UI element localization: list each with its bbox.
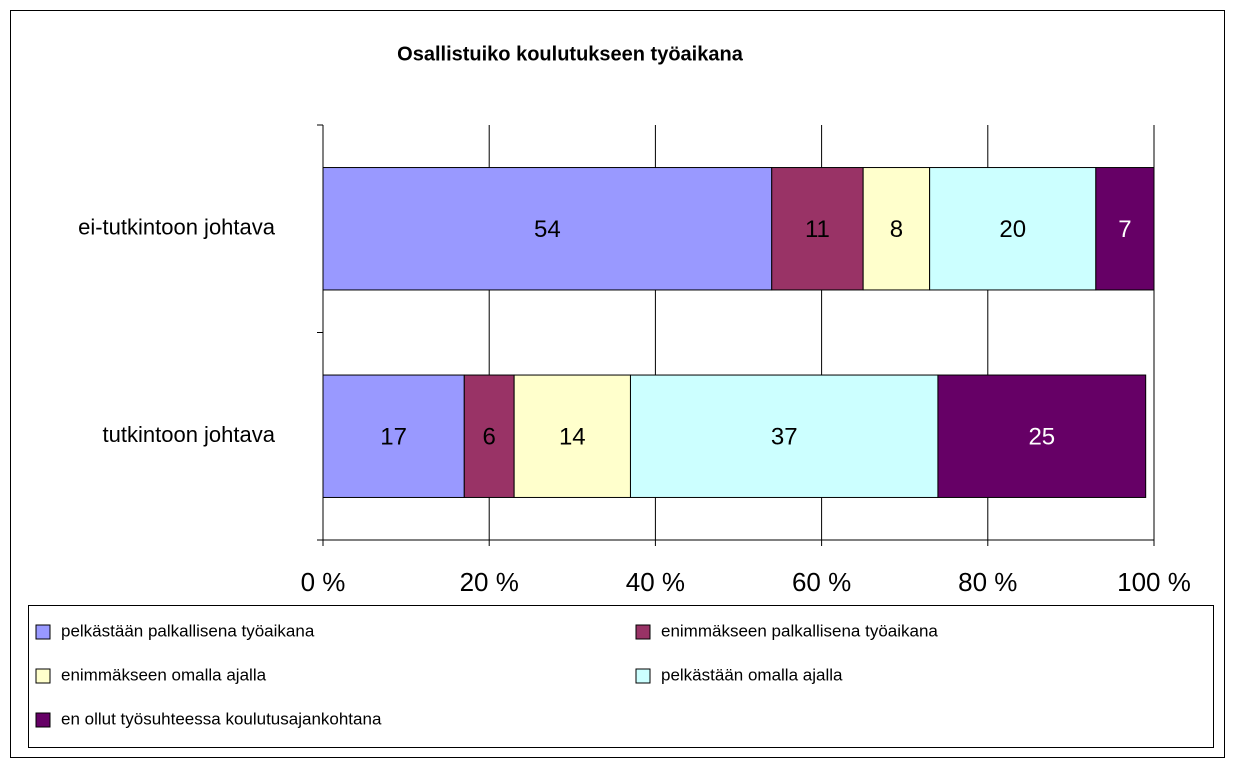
legend-swatch (635, 668, 651, 684)
legend-swatch (35, 668, 51, 684)
legend-swatch (635, 624, 651, 640)
bar-segment (322, 167, 773, 291)
data-label: 7 (1118, 216, 1131, 243)
data-label: 8 (890, 216, 903, 243)
x-tick-label: 40 % (626, 567, 685, 597)
data-label: 25 (1028, 424, 1055, 451)
y-tick-label: tutkintoon johtava (103, 422, 276, 447)
data-label: 6 (483, 424, 496, 451)
bar-segment (629, 374, 939, 498)
bar-segment (513, 374, 631, 498)
bar-segment (862, 167, 931, 291)
data-label: 54 (534, 216, 561, 243)
y-tick-label: ei-tutkintoon johtava (78, 215, 276, 240)
data-label: 11 (805, 216, 830, 243)
legend-box (28, 605, 1214, 748)
bar-segment (771, 167, 864, 291)
bar-segment (322, 374, 465, 498)
bar-segment (929, 167, 1097, 291)
chart-title: Osallistuiko koulutukseen työaikana (397, 43, 744, 65)
data-label: 17 (380, 424, 407, 451)
data-label: 14 (559, 424, 586, 451)
bar-segment (463, 374, 515, 498)
x-tick-label: 100 % (1117, 567, 1191, 597)
data-label: 20 (999, 216, 1026, 243)
legend-label: pelkästään palkallisena työaikana (61, 621, 315, 640)
legend-label: en ollut työsuhteessa koulutusajankohtan… (61, 709, 382, 728)
legend-swatch (35, 712, 51, 728)
legend-label: enimmäkseen palkallisena työaikana (661, 621, 938, 640)
bar-segment (1095, 167, 1155, 291)
legend-swatch (35, 624, 51, 640)
x-tick-label: 20 % (460, 567, 519, 597)
x-tick-label: 80 % (958, 567, 1017, 597)
bar-segment (937, 374, 1147, 498)
legend-label: pelkästään omalla ajalla (661, 665, 843, 684)
legend-label: enimmäkseen omalla ajalla (61, 665, 267, 684)
x-tick-label: 0 % (301, 567, 346, 597)
x-tick-label: 60 % (792, 567, 851, 597)
data-label: 37 (771, 424, 798, 451)
